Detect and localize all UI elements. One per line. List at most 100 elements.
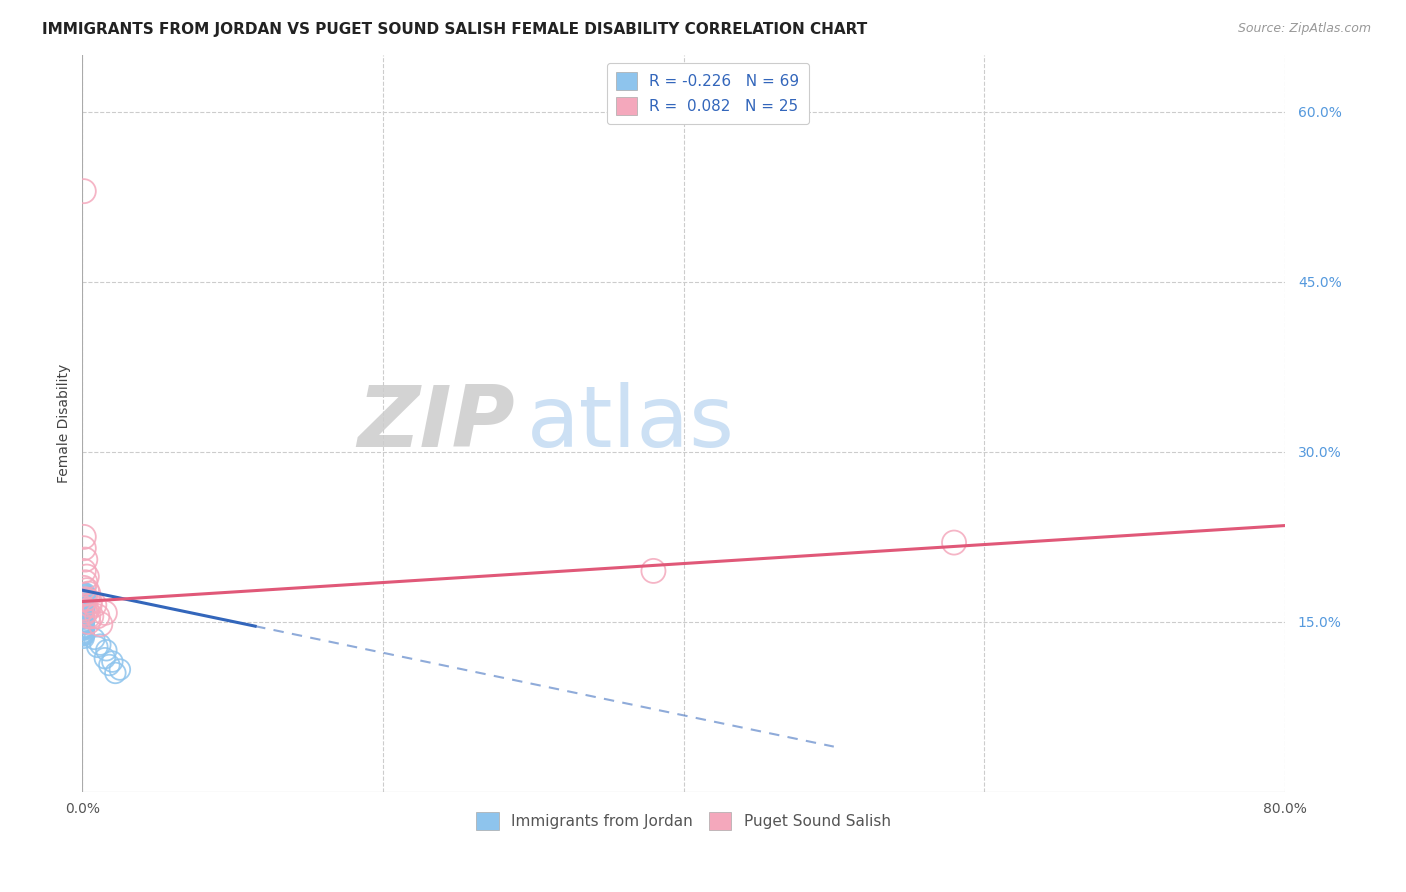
Point [86,609,108,624]
Point [73,606,96,620]
Point [73,627,96,641]
Point [77,586,100,600]
Point [73,626,96,640]
Point [73,592,96,607]
Point [73,588,96,602]
Point [73,596,96,610]
Point [73,622,96,636]
Text: ZIP: ZIP [357,382,515,465]
Point [76,583,98,598]
Point [73,604,96,618]
Point [73,606,96,620]
Y-axis label: Female Disability: Female Disability [58,364,72,483]
Text: Source: ZipAtlas.com: Source: ZipAtlas.com [1237,22,1371,36]
Point [73,184,96,198]
Point [73,631,96,645]
Point [73,615,96,630]
Point [79,598,101,612]
Point [73,605,96,619]
Point [94,606,117,620]
Point [73,622,96,636]
Point [73,622,96,636]
Point [73,604,96,618]
Point [89,638,111,652]
Point [73,615,96,629]
Point [73,609,96,624]
Point [73,594,96,608]
Point [73,610,96,624]
Point [73,625,96,640]
Point [73,564,96,578]
Point [75,589,97,603]
Point [83,598,105,612]
Point [75,592,97,607]
Point [73,610,96,624]
Point [75,575,97,590]
Point [73,609,96,624]
Legend: Immigrants from Jordan, Puget Sound Salish: Immigrants from Jordan, Puget Sound Sali… [470,806,897,836]
Point [89,617,111,632]
Point [73,615,96,630]
Point [73,599,96,613]
Point [73,541,96,556]
Point [75,590,97,604]
Point [73,601,96,615]
Point [73,621,96,635]
Point [96,643,118,657]
Point [73,619,96,633]
Point [75,552,97,566]
Point [73,614,96,628]
Point [79,594,101,608]
Point [73,598,96,612]
Point [73,611,96,625]
Point [73,586,96,600]
Point [73,615,96,630]
Text: atlas: atlas [527,382,735,465]
Point [73,599,96,613]
Point [73,601,96,615]
Point [73,605,96,619]
Point [75,593,97,607]
Point [101,655,124,669]
Point [73,598,96,612]
Point [943,535,966,549]
Point [73,600,96,615]
Point [73,621,96,635]
Point [73,597,96,611]
Point [76,604,98,618]
Point [73,581,96,595]
Point [75,606,97,620]
Point [86,640,108,654]
Point [77,615,100,629]
Point [73,615,96,629]
Point [73,608,96,623]
Point [108,663,131,677]
Point [643,564,665,578]
Point [80,609,103,624]
Point [73,609,96,624]
Point [75,594,97,608]
Point [73,604,96,618]
Point [73,606,96,620]
Point [73,610,96,624]
Point [73,530,96,544]
Point [73,600,96,615]
Point [73,602,96,616]
Text: IMMIGRANTS FROM JORDAN VS PUGET SOUND SALISH FEMALE DISABILITY CORRELATION CHART: IMMIGRANTS FROM JORDAN VS PUGET SOUND SA… [42,22,868,37]
Point [77,609,100,624]
Point [73,592,96,607]
Point [73,598,96,612]
Point [94,651,117,665]
Point [73,628,96,642]
Point [75,593,97,607]
Point [73,617,96,632]
Point [83,632,105,646]
Point [73,611,96,625]
Point [98,658,121,673]
Point [73,627,96,641]
Point [75,592,97,607]
Point [76,569,98,583]
Point [75,586,97,600]
Point [104,665,127,680]
Point [73,623,96,637]
